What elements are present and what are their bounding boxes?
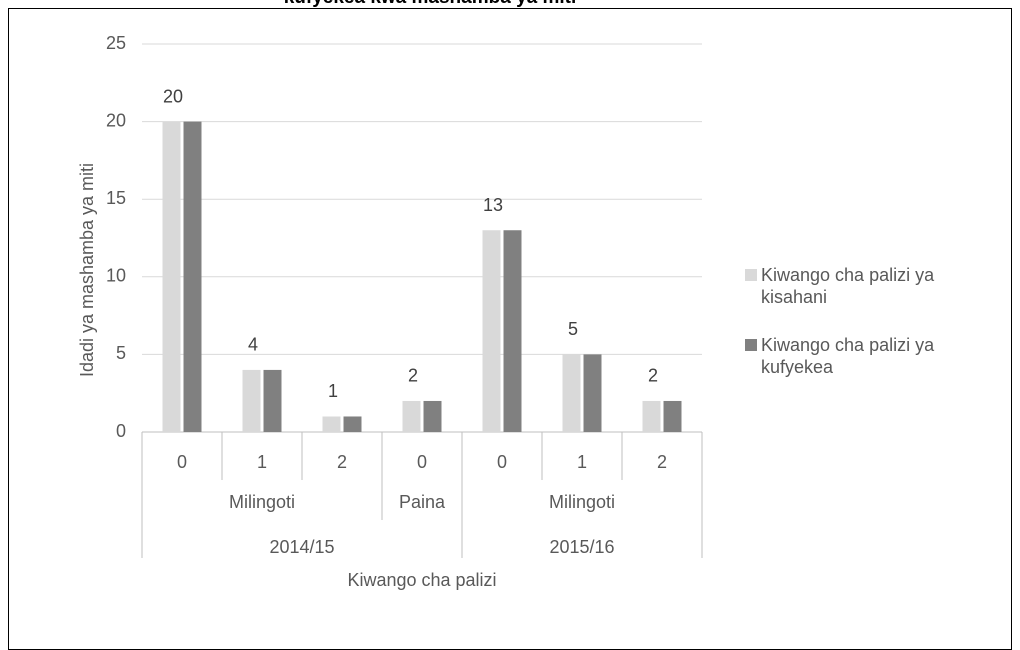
data-label: 2 — [648, 366, 658, 386]
bar — [162, 121, 181, 432]
y-tick-label: 25 — [106, 33, 126, 53]
x-group-label: Paina — [399, 492, 446, 512]
legend-swatch — [745, 269, 757, 281]
x-tick-label: 0 — [417, 452, 427, 472]
bar — [642, 400, 661, 432]
x-axis-title: Kiwango cha palizi — [347, 570, 496, 590]
bar — [263, 369, 282, 432]
bar — [423, 400, 442, 432]
x-tick-label: 2 — [337, 452, 347, 472]
bar — [663, 400, 682, 432]
y-tick-label: 0 — [116, 421, 126, 441]
legend-label: Kiwango cha palizi ya kufyekea — [761, 335, 935, 377]
bar — [482, 230, 501, 432]
y-axis-title: Idadi ya mashamba ya miti — [77, 163, 97, 377]
bar — [322, 416, 341, 432]
bar — [583, 354, 602, 432]
x-tick-label: 2 — [657, 452, 667, 472]
x-group-label: 2014/15 — [269, 537, 334, 557]
x-group-label: 2015/16 — [549, 537, 614, 557]
data-label: 4 — [248, 335, 258, 355]
data-label: 1 — [328, 381, 338, 401]
bar — [402, 400, 421, 432]
x-group-label: Milingoti — [229, 492, 295, 512]
y-tick-label: 20 — [106, 110, 126, 130]
y-tick-label: 5 — [116, 343, 126, 363]
legend-item: Kiwango cha palizi ya kufyekea — [745, 334, 995, 378]
bar — [343, 416, 362, 432]
y-tick-label: 15 — [106, 188, 126, 208]
legend-swatch — [745, 339, 757, 351]
bar — [562, 354, 581, 432]
data-label: 20 — [163, 86, 183, 106]
data-label: 13 — [483, 195, 503, 215]
x-group-label: Milingoti — [549, 492, 615, 512]
x-tick-label: 0 — [497, 452, 507, 472]
x-tick-label: 1 — [577, 452, 587, 472]
bar — [242, 369, 261, 432]
y-tick-label: 10 — [106, 266, 126, 286]
x-tick-label: 0 — [177, 452, 187, 472]
x-tick-label: 1 — [257, 452, 267, 472]
legend-label: Kiwango cha palizi ya kisahani — [761, 265, 935, 307]
data-label: 5 — [568, 319, 578, 339]
bar — [183, 121, 202, 432]
legend-item: Kiwango cha palizi ya kisahani — [745, 264, 995, 308]
bar — [503, 230, 522, 432]
chart-title: kufyekea kwa mashamba ya miti — [284, 0, 577, 8]
data-label: 2 — [408, 366, 418, 386]
